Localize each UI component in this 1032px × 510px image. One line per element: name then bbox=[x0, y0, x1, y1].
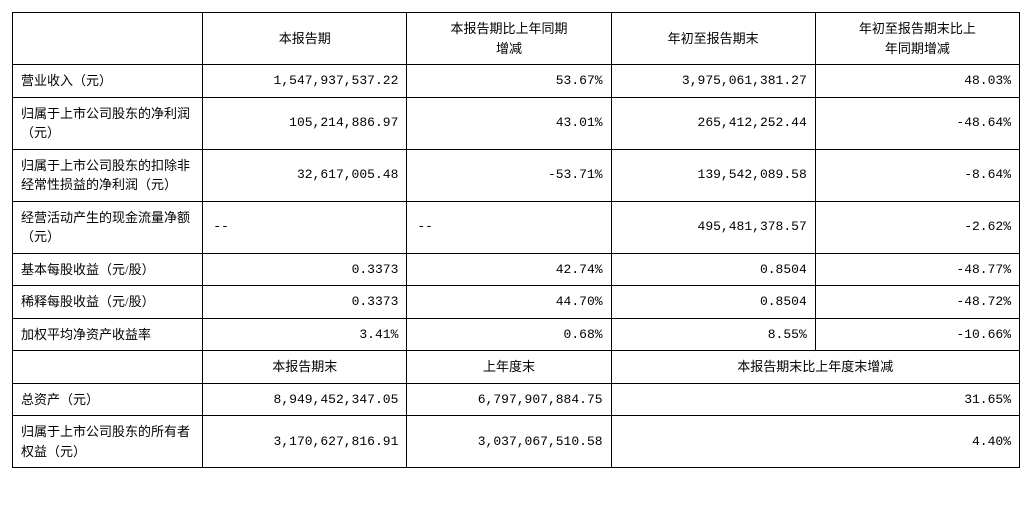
financial-summary-table: 本报告期本报告期比上年同期增减年初至报告期末年初至报告期末比上年同期增减营业收入… bbox=[12, 12, 1020, 468]
table-row: 经营活动产生的现金流量净额（元）----495,481,378.57-2.62% bbox=[13, 201, 1020, 253]
row-label: 基本每股收益（元/股） bbox=[13, 253, 203, 286]
row-label: 营业收入（元） bbox=[13, 65, 203, 98]
row-label: 加权平均净资产收益率 bbox=[13, 318, 203, 351]
cell-yoy: 43.01% bbox=[407, 97, 611, 149]
header-yoy-change: 本报告期比上年同期增减 bbox=[407, 13, 611, 65]
cell-ytd: 0.8504 bbox=[611, 286, 815, 319]
table-row: 归属于上市公司股东的净利润（元）105,214,886.9743.01%265,… bbox=[13, 97, 1020, 149]
header-row-top: 本报告期本报告期比上年同期增减年初至报告期末年初至报告期末比上年同期增减 bbox=[13, 13, 1020, 65]
cell-ytd: 139,542,089.58 bbox=[611, 149, 815, 201]
header-prev-year-end: 上年度末 bbox=[407, 351, 611, 384]
cell-current: -- bbox=[203, 201, 407, 253]
cell-ytd-yoy: 48.03% bbox=[815, 65, 1019, 98]
table-row: 总资产（元）8,949,452,347.056,797,907,884.7531… bbox=[13, 383, 1020, 416]
cell-current: 1,547,937,537.22 bbox=[203, 65, 407, 98]
cell-current: 3.41% bbox=[203, 318, 407, 351]
cell-yoy: 42.74% bbox=[407, 253, 611, 286]
cell-yoy: 53.67% bbox=[407, 65, 611, 98]
cell-yoy: 44.70% bbox=[407, 286, 611, 319]
row-label: 归属于上市公司股东的净利润（元） bbox=[13, 97, 203, 149]
row-label: 总资产（元） bbox=[13, 383, 203, 416]
header-period-change: 本报告期末比上年度末增减 bbox=[611, 351, 1019, 384]
cell-prev-year-end: 3,037,067,510.58 bbox=[407, 416, 611, 468]
table-row: 归属于上市公司股东的所有者权益（元）3,170,627,816.913,037,… bbox=[13, 416, 1020, 468]
header-ytd: 年初至报告期末 bbox=[611, 13, 815, 65]
cell-ytd: 0.8504 bbox=[611, 253, 815, 286]
cell-period-end: 3,170,627,816.91 bbox=[203, 416, 407, 468]
cell-yoy: -53.71% bbox=[407, 149, 611, 201]
cell-prev-year-end: 6,797,907,884.75 bbox=[407, 383, 611, 416]
table-row: 营业收入（元）1,547,937,537.2253.67%3,975,061,3… bbox=[13, 65, 1020, 98]
cell-ytd: 495,481,378.57 bbox=[611, 201, 815, 253]
header-period-end: 本报告期末 bbox=[203, 351, 407, 384]
header-ytd-yoy-change: 年初至报告期末比上年同期增减 bbox=[815, 13, 1019, 65]
row-label: 归属于上市公司股东的所有者权益（元） bbox=[13, 416, 203, 468]
cell-current: 105,214,886.97 bbox=[203, 97, 407, 149]
cell-current: 0.3373 bbox=[203, 253, 407, 286]
cell-ytd-yoy: -48.72% bbox=[815, 286, 1019, 319]
row-label: 经营活动产生的现金流量净额（元） bbox=[13, 201, 203, 253]
cell-yoy: 0.68% bbox=[407, 318, 611, 351]
header-blank bbox=[13, 13, 203, 65]
cell-yoy: -- bbox=[407, 201, 611, 253]
cell-period-change: 31.65% bbox=[611, 383, 1019, 416]
cell-ytd: 265,412,252.44 bbox=[611, 97, 815, 149]
cell-current: 0.3373 bbox=[203, 286, 407, 319]
cell-ytd-yoy: -48.64% bbox=[815, 97, 1019, 149]
header-row-bottom: 本报告期末上年度末本报告期末比上年度末增减 bbox=[13, 351, 1020, 384]
cell-ytd-yoy: -10.66% bbox=[815, 318, 1019, 351]
cell-ytd: 3,975,061,381.27 bbox=[611, 65, 815, 98]
cell-ytd-yoy: -2.62% bbox=[815, 201, 1019, 253]
row-label: 归属于上市公司股东的扣除非经常性损益的净利润（元） bbox=[13, 149, 203, 201]
cell-ytd-yoy: -48.77% bbox=[815, 253, 1019, 286]
table-row: 加权平均净资产收益率3.41%0.68%8.55%-10.66% bbox=[13, 318, 1020, 351]
table-row: 基本每股收益（元/股）0.337342.74%0.8504-48.77% bbox=[13, 253, 1020, 286]
header-blank-2 bbox=[13, 351, 203, 384]
header-current-period: 本报告期 bbox=[203, 13, 407, 65]
row-label: 稀释每股收益（元/股） bbox=[13, 286, 203, 319]
cell-ytd: 8.55% bbox=[611, 318, 815, 351]
table-row: 归属于上市公司股东的扣除非经常性损益的净利润（元）32,617,005.48-5… bbox=[13, 149, 1020, 201]
table-body: 本报告期本报告期比上年同期增减年初至报告期末年初至报告期末比上年同期增减营业收入… bbox=[13, 13, 1020, 468]
cell-ytd-yoy: -8.64% bbox=[815, 149, 1019, 201]
cell-period-change: 4.40% bbox=[611, 416, 1019, 468]
cell-period-end: 8,949,452,347.05 bbox=[203, 383, 407, 416]
table-row: 稀释每股收益（元/股）0.337344.70%0.8504-48.72% bbox=[13, 286, 1020, 319]
cell-current: 32,617,005.48 bbox=[203, 149, 407, 201]
